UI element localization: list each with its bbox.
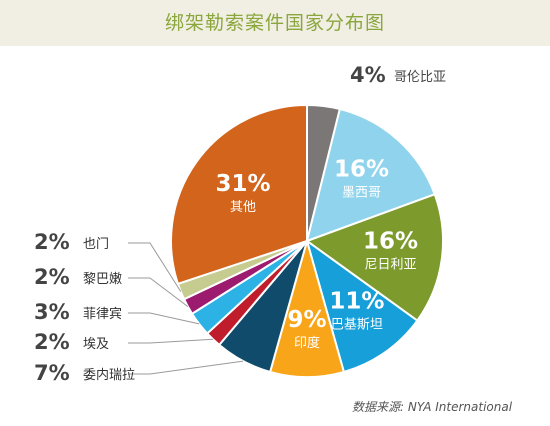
source-note: 数据来源: NYA International bbox=[352, 400, 513, 414]
pie-slice bbox=[305, 107, 437, 243]
leader-line bbox=[128, 277, 189, 307]
slice-name-label: 尼日利亚 bbox=[365, 258, 417, 273]
slice-name-label: 菲律宾 bbox=[83, 306, 122, 322]
pie-slice bbox=[170, 103, 308, 286]
slice-percent-label: 31% bbox=[216, 171, 271, 197]
slice-percent-label: 11% bbox=[329, 288, 384, 314]
leaders-layer bbox=[128, 242, 244, 375]
leader-line bbox=[128, 242, 182, 292]
pie-slice bbox=[305, 238, 419, 374]
slice-name-label: 黎巴嫩 bbox=[83, 272, 122, 287]
leader-line bbox=[128, 312, 200, 325]
slices-layer bbox=[170, 103, 444, 379]
slice-name-label: 委内瑞拉 bbox=[83, 367, 135, 383]
slice-percent-label: 3% bbox=[34, 300, 70, 324]
title-bar bbox=[0, 0, 550, 46]
pie-slice bbox=[304, 192, 444, 322]
slice-percent-label: 2% bbox=[34, 230, 70, 254]
slice-name-label: 巴基斯坦 bbox=[331, 317, 383, 332]
slice-name-label: 其他 bbox=[230, 200, 256, 215]
slice-percent-label: 2% bbox=[34, 330, 70, 354]
labels-layer: 4% 哥伦比亚 16% 墨西哥 16% 尼日利亚 11% 巴基斯坦 9% 印度 7% 委内瑞拉 2% 埃及… bbox=[34, 63, 446, 385]
slice-name-label: 印度 bbox=[294, 335, 320, 351]
slice-name-label: 也门 bbox=[83, 237, 109, 252]
slice-percent-label: 9% bbox=[287, 307, 326, 333]
slice-percent-label: 4% bbox=[350, 63, 386, 87]
slice-percent-label: 16% bbox=[363, 229, 418, 255]
slice-percent-label: 7% bbox=[34, 361, 70, 385]
leader-line bbox=[128, 360, 244, 375]
leader-line bbox=[128, 338, 214, 344]
slice-name-label: 哥伦比亚 bbox=[394, 70, 446, 85]
slice-name-label: 埃及 bbox=[83, 337, 109, 352]
slice-percent-label: 2% bbox=[34, 265, 70, 289]
slice-percent-label: 16% bbox=[334, 156, 389, 182]
slice-name-label: 墨西哥 bbox=[342, 185, 381, 200]
chart-title: 绑架勒索案件国家分布图 bbox=[164, 12, 385, 34]
